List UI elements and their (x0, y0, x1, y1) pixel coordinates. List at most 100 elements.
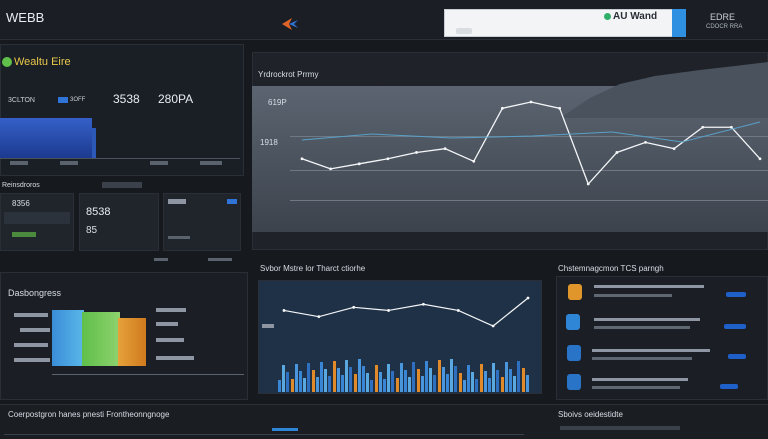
main-chart-point-7 (500, 106, 504, 110)
activity-bar-55 (509, 369, 512, 392)
main-chart-title: Yrdrockrot Prrmy (258, 70, 319, 79)
service-icon-1[interactable] (568, 284, 582, 300)
service-4-line-2 (592, 386, 680, 389)
activity-bar-47 (475, 379, 479, 392)
activity-bar-10 (320, 362, 323, 392)
service-3-line-2 (592, 357, 692, 360)
main-chart-point-2 (357, 162, 361, 166)
overview-tick-1 (10, 161, 28, 165)
activity-bar-44 (462, 380, 466, 392)
search-box[interactable] (444, 9, 686, 37)
activity-bar-21 (366, 373, 370, 392)
dist-bar-orange (118, 318, 146, 366)
activity-bar-46 (471, 372, 475, 392)
center-logo-icon (282, 18, 298, 30)
activity-bar-0 (278, 380, 281, 392)
activity-bar-9 (315, 377, 319, 392)
stat-2-marker (58, 97, 68, 103)
activity-bar-38 (437, 360, 441, 392)
dist-label-2 (20, 328, 50, 332)
footer-left-title: Coerpostgron hanes pnesti Frontheonngnog… (8, 410, 170, 419)
main-chart-point-4 (415, 151, 418, 154)
service-icon-2[interactable] (566, 314, 580, 330)
service-3-badge[interactable] (728, 354, 746, 359)
activity-bar-39 (441, 367, 445, 392)
service-icon-3[interactable] (567, 345, 581, 361)
stat-3: 3538 (113, 92, 140, 106)
service-2-line-2 (594, 326, 690, 329)
activity-bar-43 (458, 373, 462, 392)
activity-chart-series-line (283, 297, 529, 327)
main-chart-point-3 (386, 157, 390, 161)
service-1-badge[interactable] (726, 292, 746, 297)
kpi-card-3-line-2 (154, 258, 168, 261)
section-label-left: Reinsdroros (2, 182, 40, 189)
main-chart-point-10 (586, 182, 590, 186)
dist-label-3 (14, 343, 48, 347)
service-1-line-1 (594, 285, 704, 288)
activity-bar-18 (353, 374, 357, 392)
main-chart-baseline-series (301, 121, 761, 143)
activity-bar-2 (286, 372, 290, 392)
main-chart-series-line (301, 101, 761, 186)
dist-axis (52, 374, 244, 375)
activity-bars (278, 356, 530, 392)
activity-bar-12 (328, 376, 332, 392)
activity-bar-20 (362, 366, 365, 392)
activity-bar-40 (446, 374, 449, 392)
dist-label-1 (14, 313, 48, 317)
main-y-label-top: 619P (268, 98, 287, 107)
overview-bars-2 (92, 128, 96, 158)
activity-bar-17 (349, 367, 353, 392)
activity-bar-27 (391, 371, 395, 392)
main-chart-point-0 (300, 157, 304, 161)
overview-tick-4 (200, 161, 222, 165)
dist-side-2 (156, 322, 178, 326)
dist-label-4 (14, 358, 50, 362)
activity-bar-8 (311, 370, 315, 392)
service-icon-4[interactable] (567, 374, 581, 390)
service-1-line-2 (594, 294, 672, 297)
search-input[interactable] (456, 14, 546, 19)
kpi-card-2[interactable] (79, 193, 159, 251)
activity-title: Svbor Mstre lor Tharct ctiorhe (260, 264, 366, 273)
activity-line-chart (282, 296, 530, 328)
dist-side-4 (156, 356, 194, 360)
footer-right-title: Sboivs oeidestidte (558, 410, 623, 419)
main-chart-point-13 (672, 147, 676, 151)
activity-chart-point-5 (456, 309, 460, 312)
activity-chart-point-3 (387, 309, 390, 312)
activity-bar-24 (378, 372, 382, 392)
header-right-code: EDRE (710, 12, 736, 22)
search-value-field[interactable] (456, 28, 472, 34)
activity-chart-point-0 (282, 309, 286, 312)
overview-bars (0, 118, 92, 158)
header-right-sub: CDOCR RRA (706, 24, 743, 30)
activity-bar-22 (370, 380, 374, 392)
activity-chart-point-6 (491, 324, 495, 328)
activity-bar-19 (357, 359, 361, 392)
activity-bar-5 (299, 371, 302, 392)
activity-bar-33 (416, 369, 420, 392)
activity-bar-14 (336, 368, 340, 392)
right-title: AU Wand (613, 11, 658, 22)
activity-bar-28 (395, 378, 399, 392)
service-2-line-1 (594, 318, 700, 321)
services-title: Chstemnagcmon TCS parngh (558, 264, 664, 273)
activity-bar-16 (345, 360, 349, 392)
kpi-card-2-sub: 85 (86, 225, 98, 236)
service-2-badge[interactable] (724, 324, 746, 329)
activity-bar-7 (307, 363, 311, 392)
dist-side-1 (156, 308, 186, 312)
footer-scroll-thumb[interactable] (272, 428, 298, 431)
kpi-card-3-title (168, 199, 186, 204)
activity-bar-26 (387, 364, 391, 392)
activity-bar-53 (500, 377, 504, 392)
activity-bar-58 (521, 368, 525, 392)
kpi-card-1-value: 8356 (12, 199, 30, 208)
main-chart-point-1 (329, 167, 333, 171)
activity-bar-25 (383, 379, 386, 392)
service-4-badge[interactable] (720, 384, 738, 389)
footer-scroll-track[interactable] (4, 434, 524, 435)
activity-bar-31 (408, 377, 412, 392)
